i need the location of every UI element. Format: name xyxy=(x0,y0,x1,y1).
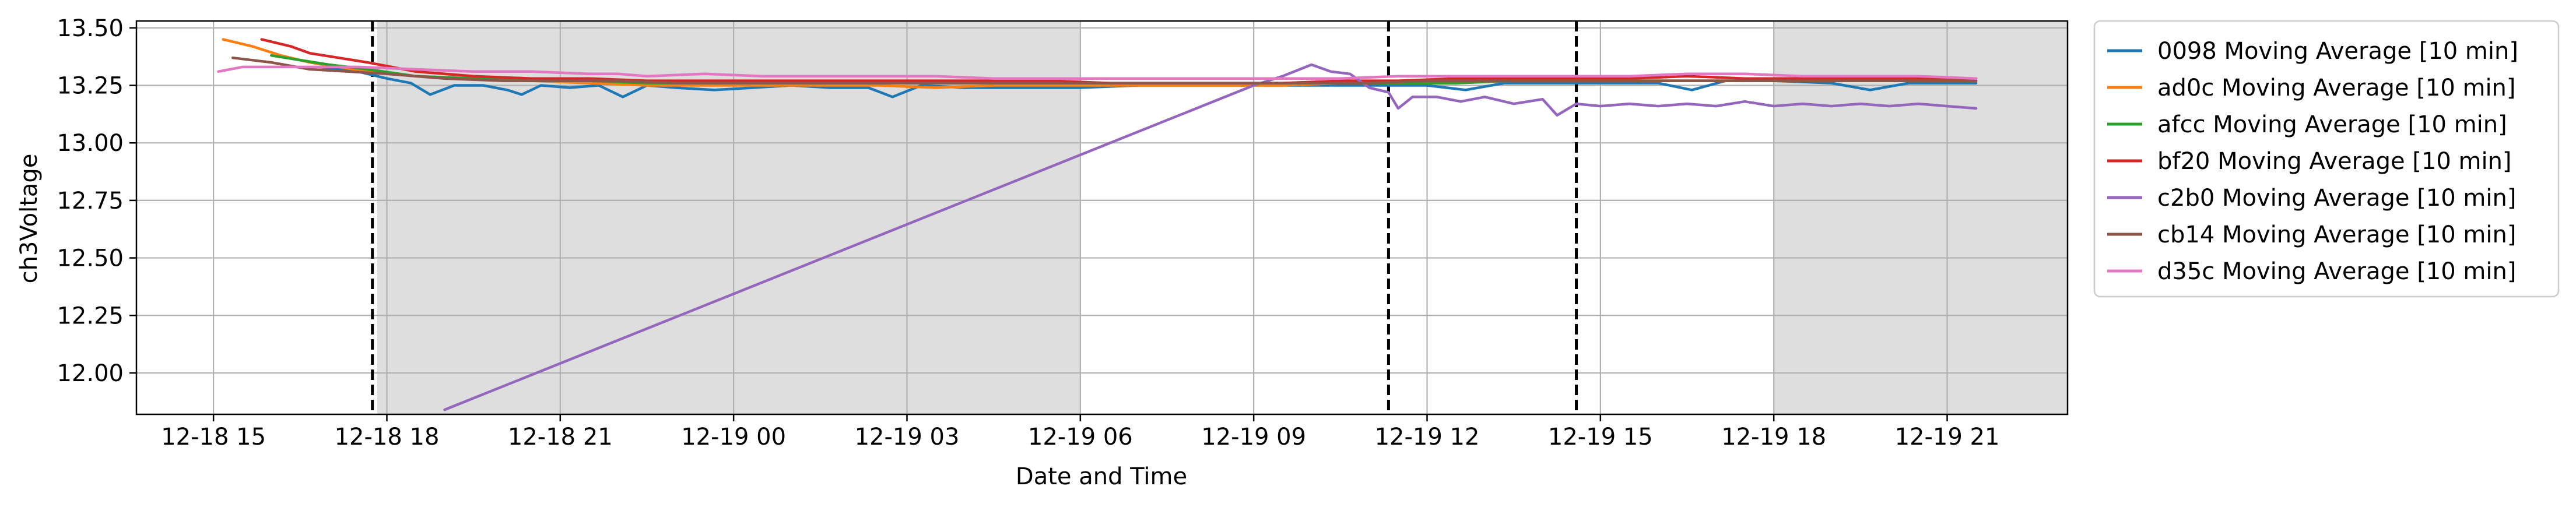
x-axis-ticks: 12-18 15 12-18 18 12-18 21 12-19 00 12-19 03… xyxy=(161,414,1999,450)
legend-entry-label: cb14 Moving Average [10 min] xyxy=(2157,221,2516,248)
legend-entry-label: c2b0 Moving Average [10 min] xyxy=(2157,185,2516,212)
legend-entry-label: bf20 Moving Average [10 min] xyxy=(2157,148,2512,175)
series-line-4 xyxy=(260,38,1978,85)
x-tick-label: 12-19 15 xyxy=(1548,424,1653,450)
y-axis-label: ch3Voltage xyxy=(16,154,43,284)
y-axis-ticks: 12.00 12.25 12.50 12.75 13.00 13.25 13.50 xyxy=(57,15,136,387)
grid-lines xyxy=(136,21,2068,414)
x-tick-label: 12-19 00 xyxy=(681,424,786,450)
y-tick-label: 12.25 xyxy=(57,302,124,329)
x-tick-label: 12-18 21 xyxy=(508,424,613,450)
legend: 0098 Moving Average [10 min] ad0c Moving … xyxy=(2093,20,2560,298)
series-line-5 xyxy=(443,63,1978,411)
y-tick-label: 13.25 xyxy=(57,73,124,100)
x-tick-label: 12-19 18 xyxy=(1721,424,1826,450)
shaded-region-2 xyxy=(1774,21,2068,414)
legend-entry-label: 0098 Moving Average [10 min] xyxy=(2157,38,2518,65)
x-tick-label: 12-19 03 xyxy=(855,424,960,450)
x-tick-label: 12-18 18 xyxy=(335,424,440,450)
series-line-6 xyxy=(231,56,1978,85)
legend-entry-label: afcc Moving Average [10 min] xyxy=(2157,111,2507,138)
x-axis-label: Date and Time xyxy=(1016,463,1187,490)
y-tick-label: 12.75 xyxy=(57,188,124,214)
legend-entry-label: ad0c Moving Average [10 min] xyxy=(2157,75,2516,101)
x-tick-label: 12-19 12 xyxy=(1375,424,1480,450)
legend-box xyxy=(2093,20,2560,298)
x-tick-label: 12-18 15 xyxy=(161,424,266,450)
y-tick-label: 13.00 xyxy=(57,130,124,157)
x-tick-label: 12-19 09 xyxy=(1201,424,1306,450)
series-lines xyxy=(217,38,1978,411)
y-tick-label: 12.00 xyxy=(57,360,124,387)
x-tick-label: 12-19 21 xyxy=(1895,424,2000,450)
axes-frame xyxy=(135,20,2069,416)
x-tick-label: 12-19 06 xyxy=(1028,424,1133,450)
axes-frame-rect xyxy=(135,20,2069,416)
y-tick-label: 12.50 xyxy=(57,245,124,272)
legend-entry-label: d35c Moving Average [10 min] xyxy=(2157,258,2516,285)
series-line-7 xyxy=(217,65,1978,80)
y-tick-label: 13.50 xyxy=(57,15,124,42)
